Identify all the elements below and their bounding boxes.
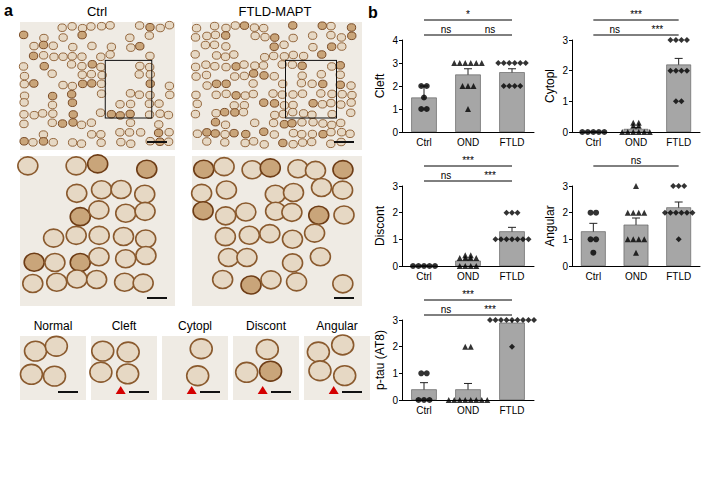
svg-text:1: 1: [392, 368, 398, 379]
svg-text:Cleft: Cleft: [373, 73, 387, 98]
svg-text:OND: OND: [625, 271, 647, 282]
svg-text:Angular: Angular: [316, 319, 357, 333]
svg-text:2: 2: [392, 341, 398, 352]
svg-text:FTLD: FTLD: [500, 137, 525, 148]
svg-text:3: 3: [392, 315, 398, 326]
svg-text:Cleft: Cleft: [112, 319, 137, 333]
svg-text:a: a: [4, 2, 13, 19]
svg-text:Angular: Angular: [543, 205, 557, 246]
svg-text:Discont: Discont: [373, 205, 387, 246]
svg-text:ns: ns: [441, 24, 452, 35]
svg-text:FTLD: FTLD: [500, 405, 525, 416]
svg-text:0: 0: [392, 395, 398, 406]
svg-text:3: 3: [392, 181, 398, 192]
svg-text:1: 1: [392, 234, 398, 245]
svg-text:Normal: Normal: [34, 319, 73, 333]
svg-text:FTLD: FTLD: [666, 137, 691, 148]
svg-text:***: ***: [651, 24, 663, 35]
svg-text:FTLD: FTLD: [666, 271, 691, 282]
svg-text:3: 3: [562, 181, 568, 192]
svg-text:Cytopl: Cytopl: [543, 69, 557, 103]
svg-text:2: 2: [392, 81, 398, 92]
svg-text:0: 0: [562, 261, 568, 272]
svg-text:4: 4: [392, 35, 398, 46]
svg-text:ns: ns: [441, 170, 452, 181]
svg-text:2: 2: [562, 65, 568, 76]
svg-text:***: ***: [462, 155, 474, 166]
svg-text:2: 2: [392, 207, 398, 218]
svg-text:***: ***: [484, 170, 496, 181]
svg-text:Ctrl: Ctrl: [586, 271, 602, 282]
svg-text:b: b: [368, 4, 378, 21]
svg-text:OND: OND: [457, 137, 479, 148]
svg-text:0: 0: [562, 127, 568, 138]
svg-text:OND: OND: [625, 137, 647, 148]
svg-text:ns: ns: [441, 304, 452, 315]
svg-text:Discont: Discont: [246, 319, 287, 333]
svg-text:0: 0: [392, 261, 398, 272]
svg-text:Cytopl: Cytopl: [178, 319, 212, 333]
svg-text:Ctrl: Ctrl: [416, 271, 432, 282]
svg-text:Ctrl: Ctrl: [416, 405, 432, 416]
svg-text:FTLD-MAPT: FTLD-MAPT: [239, 4, 312, 19]
svg-text:***: ***: [462, 289, 474, 300]
svg-text:ns: ns: [609, 24, 620, 35]
svg-text:OND: OND: [457, 271, 479, 282]
svg-text:2: 2: [562, 207, 568, 218]
svg-text:Ctrl: Ctrl: [586, 137, 602, 148]
svg-text:ns: ns: [485, 24, 496, 35]
svg-text:*: *: [466, 9, 470, 20]
svg-text:1: 1: [392, 104, 398, 115]
svg-text:OND: OND: [457, 405, 479, 416]
svg-text:FTLD: FTLD: [500, 271, 525, 282]
svg-text:Ctrl: Ctrl: [416, 137, 432, 148]
svg-text:ns: ns: [631, 155, 642, 166]
svg-text:***: ***: [484, 304, 496, 315]
svg-text:p-tau (AT8): p-tau (AT8): [373, 330, 387, 390]
svg-text:0: 0: [392, 127, 398, 138]
svg-text:1: 1: [562, 96, 568, 107]
svg-text:3: 3: [392, 58, 398, 69]
svg-text:Ctrl: Ctrl: [87, 4, 107, 19]
svg-text:***: ***: [630, 9, 642, 20]
svg-text:3: 3: [562, 35, 568, 46]
svg-text:1: 1: [562, 234, 568, 245]
